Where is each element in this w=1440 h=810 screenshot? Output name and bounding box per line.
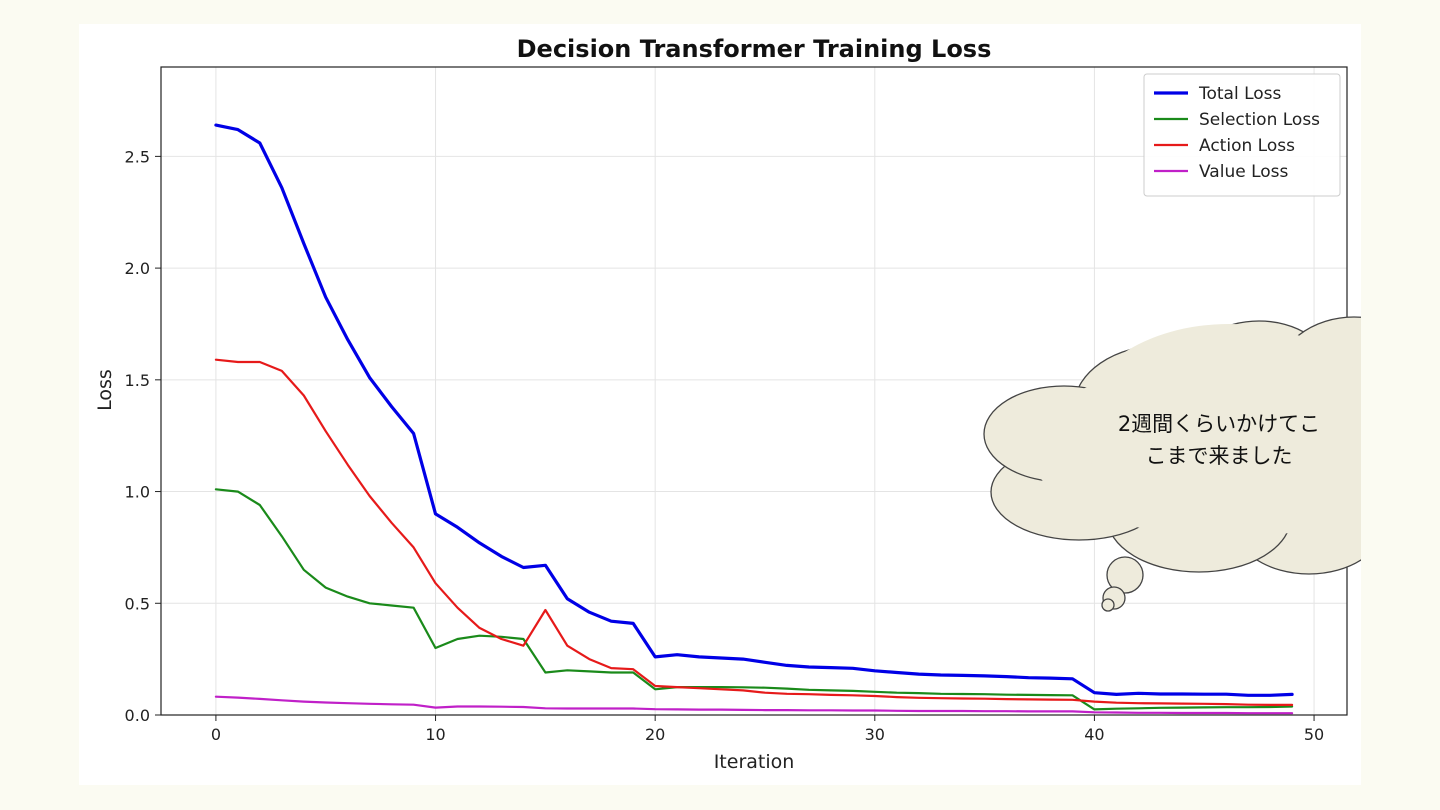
x-tick-label: 40 xyxy=(1084,725,1104,744)
thought-bubble-dot xyxy=(1106,556,1144,594)
legend-label: Total Loss xyxy=(1198,84,1282,104)
loss-chart: 0 10 20 30 40 50 0.0 0.5 1.0 1.5 2.0 2.5 Decision T… xyxy=(94,35,1361,773)
y-tick-label: 2.5 xyxy=(125,147,150,166)
x-tick-label: 50 xyxy=(1304,725,1324,744)
x-tick-label: 0 xyxy=(211,725,221,744)
legend-label: Value Loss xyxy=(1199,162,1289,182)
x-tick-label: 30 xyxy=(865,725,885,744)
y-tick-label: 0.5 xyxy=(125,594,150,613)
y-tick-label: 1.5 xyxy=(125,371,150,390)
chart-title: Decision Transformer Training Loss xyxy=(517,35,992,63)
thought-bubble-dot xyxy=(1101,598,1115,612)
y-axis-label: Loss xyxy=(94,369,116,411)
x-tick-label: 20 xyxy=(645,725,665,744)
series-line-value-loss xyxy=(214,695,1294,715)
legend-box xyxy=(1143,73,1341,197)
callout-text-line: こまで来ました xyxy=(1146,444,1293,468)
cloud-body xyxy=(1079,324,1361,524)
callout-text-line: 2週間くらいかけてこ xyxy=(1118,412,1320,436)
series-line-total-loss xyxy=(214,123,1294,697)
y-tick-label: 1.0 xyxy=(125,483,150,502)
chart-panel: 0 10 20 30 40 50 0.0 0.5 1.0 1.5 2.0 2.5 Decision T… xyxy=(79,24,1361,785)
series-line-action-loss xyxy=(214,358,1294,707)
legend: Total Loss Selection Loss Action Loss Value… xyxy=(1143,73,1341,197)
axis-ticks: 0 10 20 30 40 50 0.0 0.5 1.0 1.5 2.0 2.5 xyxy=(125,147,1325,744)
series-line-selection-loss xyxy=(214,488,1294,711)
x-axis-label: Iteration xyxy=(714,751,795,773)
y-tick-label: 0.0 xyxy=(125,706,150,725)
series-lines xyxy=(214,123,1294,715)
x-tick-label: 10 xyxy=(425,725,445,744)
legend-label: Action Loss xyxy=(1199,136,1295,156)
y-tick-label: 2.0 xyxy=(125,259,150,278)
legend-label: Selection Loss xyxy=(1199,110,1320,130)
